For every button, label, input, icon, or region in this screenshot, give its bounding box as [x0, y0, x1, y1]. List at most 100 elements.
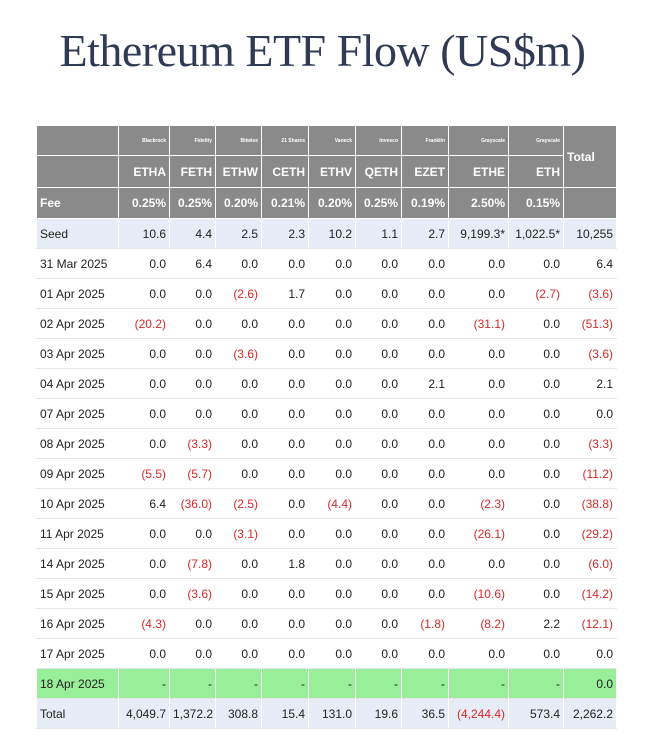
table-row: 09 Apr 2025 (5.5) (5.7) 0.0 0.0 0.0 0.0 0.0 0.0 0…	[36, 458, 617, 489]
flow-cell: 19.6	[355, 698, 402, 729]
flow-cell: 0.0	[261, 578, 309, 609]
flow-cell: (26.1)	[448, 518, 509, 549]
flow-cell: 0.0	[308, 638, 356, 669]
flow-cell: 0.0	[355, 458, 402, 489]
flow-cell: (3.3)	[169, 428, 216, 459]
flow-cell: 0.0	[355, 608, 402, 639]
flow-cell: 0.0	[215, 638, 262, 669]
flow-cell: 0.0	[308, 608, 356, 639]
row-total-cell: 0.0	[563, 668, 617, 699]
ticker-label: ETHE	[448, 155, 509, 188]
row-total-cell: (3.6)	[563, 278, 617, 309]
flow-cell: (10.6)	[448, 578, 509, 609]
table-row: Seed 10.6 4.4 2.5 2.3 10.2 1.1 2.7 9,199.3* 1,022…	[36, 218, 617, 249]
flow-cell: 0.0	[448, 638, 509, 669]
row-date: 11 Apr 2025	[36, 518, 119, 549]
row-total-cell: 10,255	[563, 218, 617, 249]
flow-cell: 0.0	[118, 278, 170, 309]
flow-cell: 131.0	[308, 698, 356, 729]
flow-cell: 0.0	[261, 248, 309, 279]
flow-cell: (5.7)	[169, 458, 216, 489]
flow-cell: 0.0	[355, 398, 402, 429]
flow-cell: (2.5)	[215, 488, 262, 519]
flow-cell: 0.0	[508, 428, 564, 459]
row-date: 01 Apr 2025	[36, 278, 119, 309]
flow-cell: 0.0	[401, 338, 449, 369]
flow-cell: 1.8	[261, 548, 309, 579]
flow-cell: 6.4	[169, 248, 216, 279]
fee-value: 0.20%	[308, 187, 356, 219]
issuer-label: Invesco	[355, 125, 402, 156]
row-total-cell: 2.1	[563, 368, 617, 399]
etf-flow-table: Blackrock Fidelity Bitwise 21 Shares Van…	[36, 125, 617, 729]
flow-cell: 2.1	[401, 368, 449, 399]
flow-cell: 0.0	[448, 338, 509, 369]
flow-cell: 1,372.2	[169, 698, 216, 729]
fee-value: 0.21%	[261, 187, 309, 219]
flow-cell: 0.0	[401, 488, 449, 519]
flow-cell: 0.0	[169, 518, 216, 549]
flow-cell: (20.2)	[118, 308, 170, 339]
flow-cell: 2.5	[215, 218, 262, 249]
flow-cell: (1.8)	[401, 608, 449, 639]
flow-cell: 0.0	[401, 398, 449, 429]
fee-value: 0.15%	[508, 187, 564, 219]
flow-cell: 0.0	[261, 608, 309, 639]
issuer-label: Bitwise	[215, 125, 262, 156]
flow-cell: 0.0	[169, 608, 216, 639]
ticker-label: ETHA	[118, 155, 170, 188]
flow-cell: (2.3)	[448, 488, 509, 519]
row-total-cell: 2,262.2	[563, 698, 617, 729]
flow-cell: 0.0	[261, 488, 309, 519]
table-row: 16 Apr 2025 (4.3) 0.0 0.0 0.0 0.0 0.0 (1.8) (8.2…	[36, 608, 617, 639]
flow-cell: 0.0	[169, 368, 216, 399]
flow-cell: -	[215, 668, 262, 699]
row-total-cell: (11.2)	[563, 458, 617, 489]
issuer-label: Blackrock	[118, 125, 170, 156]
flow-cell: 1.7	[261, 278, 309, 309]
flow-cell: 0.0	[215, 578, 262, 609]
table-row: 08 Apr 2025 0.0 (3.3) 0.0 0.0 0.0 0.0 0.0 0.0 0.0…	[36, 428, 617, 459]
flow-cell: 0.0	[508, 548, 564, 579]
issuer-label: Franklin	[401, 125, 449, 156]
flow-cell: 0.0	[261, 308, 309, 339]
fee-value: 0.25%	[355, 187, 402, 219]
ticker-label: QETH	[355, 155, 402, 188]
flow-cell: 0.0	[261, 428, 309, 459]
flow-cell: -	[448, 668, 509, 699]
flow-cell: 0.0	[355, 638, 402, 669]
row-date: 18 Apr 2025	[36, 668, 119, 699]
flow-cell: 0.0	[508, 578, 564, 609]
flow-cell: 0.0	[448, 548, 509, 579]
flow-cell: 0.0	[508, 458, 564, 489]
flow-cell: 0.0	[508, 488, 564, 519]
flow-cell: 0.0	[508, 338, 564, 369]
flow-cell: 0.0	[261, 458, 309, 489]
ticker-label: ETHV	[308, 155, 356, 188]
issuer-label: Grayscale	[448, 125, 509, 156]
flow-cell: 2.7	[401, 218, 449, 249]
flow-cell: 0.0	[308, 308, 356, 339]
flow-cell: 0.0	[169, 278, 216, 309]
flow-cell: 0.0	[355, 248, 402, 279]
flow-cell: 0.0	[118, 428, 170, 459]
flow-cell: 0.0	[448, 248, 509, 279]
flow-cell: 0.0	[401, 518, 449, 549]
flow-cell: 573.4	[508, 698, 564, 729]
fee-total-cell	[563, 187, 617, 219]
flow-cell: 1.1	[355, 218, 402, 249]
flow-cell: 0.0	[308, 368, 356, 399]
issuer-label: Grayscale	[508, 125, 564, 156]
flow-cell: 0.0	[401, 248, 449, 279]
flow-cell: 0.0	[508, 248, 564, 279]
fee-value: 0.25%	[118, 187, 170, 219]
flow-cell: 0.0	[118, 548, 170, 579]
flow-cell: (36.0)	[169, 488, 216, 519]
flow-cell: 0.0	[169, 308, 216, 339]
table-row: 11 Apr 2025 0.0 0.0 (3.1) 0.0 0.0 0.0 0.0 (26.1)…	[36, 518, 617, 549]
row-date: 10 Apr 2025	[36, 488, 119, 519]
row-total-cell: (51.3)	[563, 308, 617, 339]
flow-cell: -	[401, 668, 449, 699]
flow-cell: 15.4	[261, 698, 309, 729]
flow-cell: 0.0	[401, 638, 449, 669]
